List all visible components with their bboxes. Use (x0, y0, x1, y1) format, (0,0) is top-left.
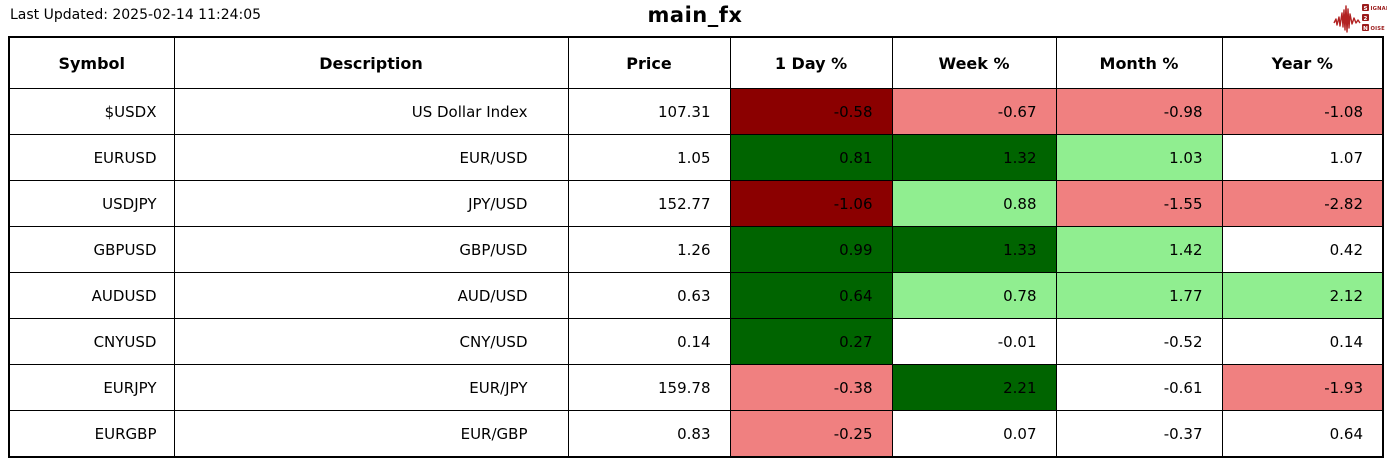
logo-boxed-s: S (1363, 6, 1367, 12)
table-row: USDJPY JPY/USD 152.77 -1.06 0.88 -1.55 -… (8, 180, 1384, 227)
change-cell: 1.07 (1221, 134, 1384, 181)
page-title: main_fx (647, 3, 743, 27)
symbol-cell: USDJPY (8, 180, 175, 227)
column-header-year: Year % (1221, 36, 1384, 89)
table-row: EURUSD EUR/USD 1.05 0.81 1.32 1.03 1.07 (8, 134, 1384, 181)
column-header-price: Price (567, 36, 731, 89)
change-cell: -0.52 (1055, 318, 1223, 365)
description-cell: EUR/USD (173, 134, 569, 181)
description-cell: AUD/USD (173, 272, 569, 319)
table-row: GBPUSD GBP/USD 1.26 0.99 1.33 1.42 0.42 (8, 226, 1384, 273)
price-cell: 152.77 (567, 180, 731, 227)
change-cell: 0.42 (1221, 226, 1384, 273)
change-cell: -0.25 (729, 410, 893, 458)
change-cell: 1.42 (1055, 226, 1223, 273)
price-cell: 107.31 (567, 88, 731, 135)
fx-table: Symbol Description Price 1 Day % Week % … (8, 36, 1384, 458)
logo-letter-box (1362, 14, 1369, 21)
column-header-description: Description (173, 36, 569, 89)
change-cell: 0.99 (729, 226, 893, 273)
description-cell: JPY/USD (173, 180, 569, 227)
price-cell: 1.26 (567, 226, 731, 273)
change-cell: -0.67 (891, 88, 1057, 135)
change-cell: -0.01 (891, 318, 1057, 365)
change-cell: -2.82 (1221, 180, 1384, 227)
change-cell: 1.03 (1055, 134, 1223, 181)
change-cell: 2.12 (1221, 272, 1384, 319)
logo-letter-box (1362, 4, 1369, 11)
header-row: Symbol Description Price 1 Day % Week % … (8, 36, 1384, 89)
column-header-1day: 1 Day % (729, 36, 893, 89)
price-cell: 0.14 (567, 318, 731, 365)
last-updated-label: Last Updated: 2025-02-14 11:24:05 (10, 7, 262, 23)
symbol-cell: GBPUSD (8, 226, 175, 273)
symbol-cell: AUDUSD (8, 272, 175, 319)
symbol-cell: $USDX (8, 88, 175, 135)
symbol-cell: CNYUSD (8, 318, 175, 365)
description-cell: EUR/GBP (173, 410, 569, 458)
price-cell: 159.78 (567, 364, 731, 411)
change-cell: -1.08 (1221, 88, 1384, 135)
change-cell: 2.21 (891, 364, 1057, 411)
change-cell: -0.38 (729, 364, 893, 411)
logo-letter-box (1362, 24, 1369, 31)
table-row: $USDX US Dollar Index 107.31 -0.58 -0.67… (8, 88, 1384, 135)
description-cell: GBP/USD (173, 226, 569, 273)
change-cell: 0.64 (729, 272, 893, 319)
change-cell: -0.98 (1055, 88, 1223, 135)
table-row: CNYUSD CNY/USD 0.14 0.27 -0.01 -0.52 0.1… (8, 318, 1384, 365)
change-cell: -1.93 (1221, 364, 1384, 411)
table-row: AUDUSD AUD/USD 0.63 0.64 0.78 1.77 2.12 (8, 272, 1384, 319)
change-cell: -1.55 (1055, 180, 1223, 227)
change-cell: 0.88 (891, 180, 1057, 227)
price-cell: 0.83 (567, 410, 731, 458)
change-cell: -0.37 (1055, 410, 1223, 458)
change-cell: 0.07 (891, 410, 1057, 458)
change-cell: 1.33 (891, 226, 1057, 273)
signal2noise-logo: S IGNAL 2 N OISE (1333, 4, 1388, 33)
symbol-cell: EURJPY (8, 364, 175, 411)
change-cell: -0.61 (1055, 364, 1223, 411)
fx-table-body: $USDX US Dollar Index 107.31 -0.58 -0.67… (8, 88, 1384, 458)
column-header-month: Month % (1055, 36, 1223, 89)
change-cell: 0.64 (1221, 410, 1384, 458)
change-cell: -0.58 (729, 88, 893, 135)
logo-text-noise: OISE (1371, 26, 1386, 32)
logo-boxed-2: 2 (1364, 16, 1368, 22)
description-cell: EUR/JPY (173, 364, 569, 411)
symbol-cell: EURUSD (8, 134, 175, 181)
table-row: EURGBP EUR/GBP 0.83 -0.25 0.07 -0.37 0.6… (8, 410, 1384, 458)
seismograph-waveform-icon (1333, 5, 1361, 33)
change-cell: -1.06 (729, 180, 893, 227)
table-row: EURJPY EUR/JPY 159.78 -0.38 2.21 -0.61 -… (8, 364, 1384, 411)
change-cell: 0.27 (729, 318, 893, 365)
change-cell: 0.14 (1221, 318, 1384, 365)
change-cell: 1.77 (1055, 272, 1223, 319)
description-cell: CNY/USD (173, 318, 569, 365)
change-cell: 1.32 (891, 134, 1057, 181)
logo-text-signal: IGNAL (1371, 6, 1388, 12)
change-cell: 0.78 (891, 272, 1057, 319)
price-cell: 0.63 (567, 272, 731, 319)
price-cell: 1.05 (567, 134, 731, 181)
description-cell: US Dollar Index (173, 88, 569, 135)
logo-boxed-n: N (1363, 26, 1368, 32)
column-header-week: Week % (891, 36, 1057, 89)
change-cell: 0.81 (729, 134, 893, 181)
column-header-symbol: Symbol (8, 36, 175, 89)
symbol-cell: EURGBP (8, 410, 175, 458)
